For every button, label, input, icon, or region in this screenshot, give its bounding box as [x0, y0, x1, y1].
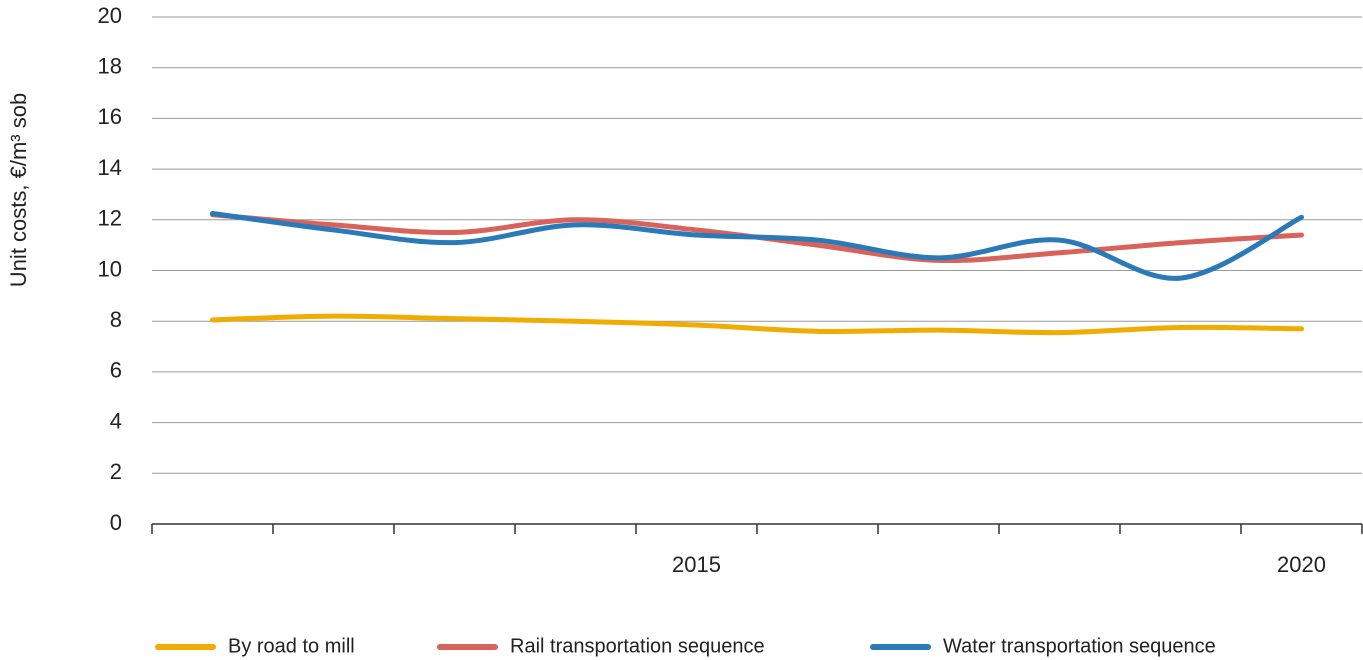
y-tick-label: 0: [110, 510, 122, 535]
y-tick-label: 8: [110, 307, 122, 332]
y-tick-label: 20: [98, 3, 122, 28]
series-line: [210, 313, 1304, 336]
y-tick-label: 6: [110, 358, 122, 383]
y-tick-label: 18: [98, 54, 122, 79]
y-tick-label: 12: [98, 206, 122, 231]
series-line: [210, 210, 1304, 281]
legend-label: Water transportation sequence: [943, 635, 1216, 657]
y-tick-label: 16: [98, 104, 122, 129]
x-tick-label: 2015: [672, 552, 721, 577]
y-tick-label: 10: [98, 256, 122, 281]
legend-label: By road to mill: [228, 635, 355, 657]
y-tick-label: 2: [110, 459, 122, 484]
x-tick-label: 2020: [1277, 552, 1326, 577]
legend-label: Rail transportation sequence: [510, 635, 765, 657]
y-tick-label: 14: [98, 155, 122, 180]
y-axis-label: Unit costs, €/m³ sob: [6, 93, 31, 287]
y-tick-label: 4: [110, 408, 122, 433]
